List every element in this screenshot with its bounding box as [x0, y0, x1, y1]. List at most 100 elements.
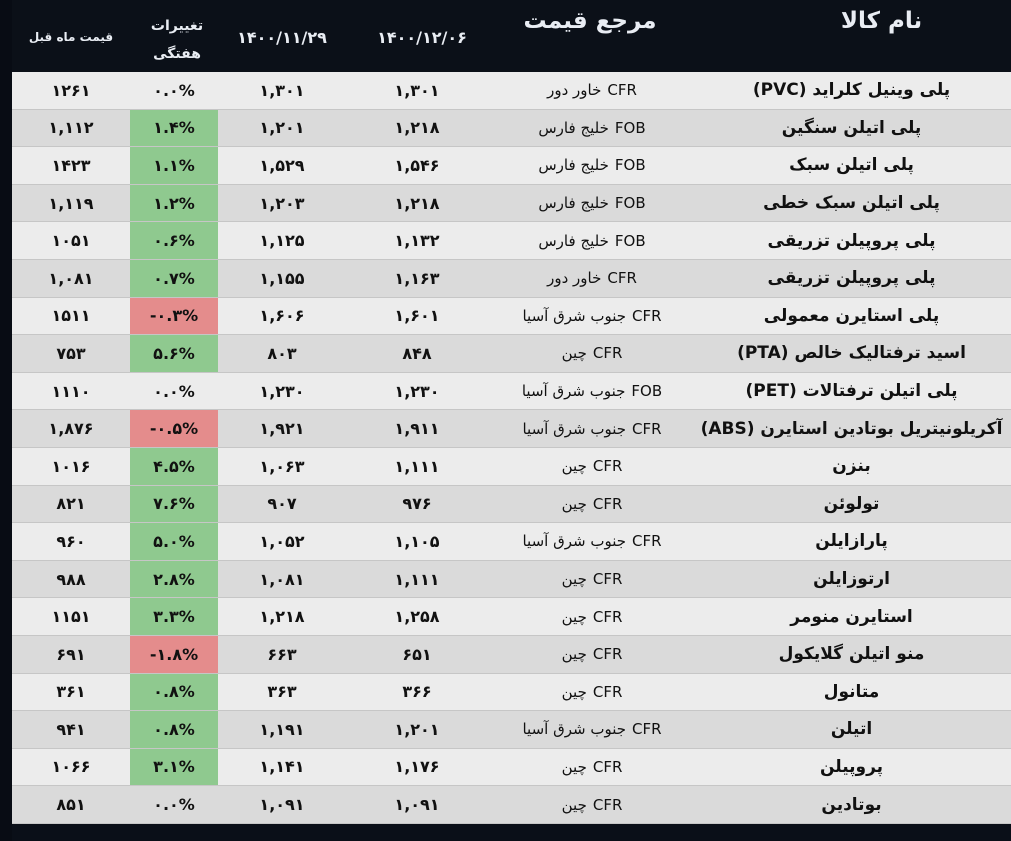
- price-previous-month: ۱,۱۱۹: [48, 193, 94, 213]
- weekly-change: ۳.۳%: [130, 598, 218, 635]
- table-row: بوتادین چین CFR ۱,۰۹۱ ۱,۰۹۱ ۰.۰% ۸۵۱: [12, 786, 1011, 824]
- price-reference: خلیج فارس FOB: [472, 185, 712, 222]
- reference-market: جنوب شرق آسیا: [522, 419, 626, 438]
- table-row: پلی اتیلن سنگین خلیج فارس FOB ۱,۲۱۸ ۱,۲۰۱ ۱.۴…: [12, 109, 1011, 148]
- price-current: ۱,۰۹۱: [394, 795, 440, 815]
- price-previous-month: ۹۶۰: [56, 531, 86, 551]
- price-reference: چین CFR: [472, 448, 712, 485]
- trade-term: CFR: [632, 419, 662, 438]
- price-previous-week: ۱,۰۹۱: [259, 795, 305, 815]
- price-previous-month: ۱۰۵۱: [51, 231, 91, 251]
- table-row: استایرن منومر چین CFR ۱,۲۵۸ ۱,۲۱۸ ۳.۳% ۱۱۵۱: [12, 598, 1011, 636]
- price-current: ۱,۲۱۸: [394, 193, 440, 213]
- weekly-change: ۷.۶%: [130, 485, 218, 523]
- trade-term: FOB: [614, 194, 646, 213]
- price-previous-week: ۱,۱۵۵: [259, 268, 305, 288]
- price-reference: جنوب شرق آسیا FOB: [472, 373, 712, 410]
- price-previous-week: ۱,۱۲۵: [259, 231, 305, 251]
- product-name: بنزن: [832, 456, 871, 477]
- price-current: ۱,۹۱۱: [394, 419, 440, 439]
- price-reference: جنوب شرق آسیا CFR: [472, 523, 712, 560]
- trade-term: FOB: [631, 382, 663, 401]
- trade-term: CFR: [592, 494, 623, 513]
- price-previous-month: ۳۶۱: [56, 682, 86, 702]
- product-name: اتیلن: [830, 719, 873, 740]
- price-reference: چین CFR: [472, 786, 712, 823]
- price-previous-month: ۱۵۱۱: [51, 306, 91, 326]
- trade-term: CFR: [632, 720, 662, 739]
- price-reference: جنوب شرق آسیا CFR: [472, 298, 712, 335]
- price-previous-month: ۱۱۵۱: [51, 607, 91, 627]
- table-row: پارازایلن جنوب شرق آسیا CFR ۱,۱۰۵ ۱,۰۵۲ ۵.۰% ۹…: [12, 523, 1011, 561]
- reference-market: جنوب شرق آسیا: [521, 382, 626, 401]
- price-previous-month: ۹۸۸: [56, 569, 86, 589]
- price-previous-week: ۱,۵۲۹: [259, 155, 305, 175]
- price-previous-week: ۱,۳۰۱: [259, 80, 305, 100]
- product-name: پارازایلن: [815, 531, 888, 552]
- trade-term: FOB: [614, 231, 646, 250]
- trade-term: CFR: [592, 795, 623, 814]
- price-previous-week: ۱,۰۵۲: [259, 531, 305, 551]
- price-previous-week: ۸۰۳: [267, 343, 297, 363]
- price-current: ۱,۱۱۱: [394, 456, 440, 476]
- product-name: پلی اتیلن سبک: [789, 155, 914, 176]
- weekly-change: ۰.۰%: [153, 80, 195, 100]
- reference-market: چین: [561, 682, 587, 701]
- product-name: پلی وینیل کلراید (PVC): [752, 80, 951, 101]
- header-weekly-change-line2: هفتگی: [153, 46, 201, 62]
- product-name: آکریلونیتریل بوتادین استایرن (ABS): [700, 418, 1003, 439]
- reference-market: چین: [561, 645, 587, 664]
- header-weekly-change-line1: تغییرات: [150, 18, 204, 34]
- header-date-current: ۱۴۰۰/۱۲/۰۶: [377, 28, 467, 47]
- weekly-change: ۰.۸%: [130, 711, 218, 748]
- price-previous-week: ۱,۲۰۳: [259, 193, 305, 213]
- price-current: ۱,۱۱۱: [394, 569, 440, 589]
- product-name: ارتوزایلن: [813, 569, 890, 590]
- price-current: ۱,۱۳۲: [394, 231, 440, 251]
- header-previous-month-price: قیمت ماه قبل: [28, 30, 114, 44]
- trade-term: CFR: [607, 81, 637, 100]
- product-name: پلی پروپیلن تزریقی: [767, 230, 936, 251]
- price-reference: چین CFR: [472, 636, 712, 673]
- reference-market: چین: [561, 570, 587, 589]
- weekly-change: -۰.۳%: [130, 297, 218, 335]
- reference-market: خاور دور: [547, 269, 602, 288]
- price-current: ۹۷۶: [402, 494, 432, 514]
- product-name: متانول: [823, 681, 880, 702]
- trade-term: CFR: [592, 570, 623, 589]
- price-reference: خلیج فارس FOB: [472, 222, 712, 259]
- header-product-name: نام کالا: [840, 8, 923, 34]
- reference-market: جنوب شرق آسیا: [522, 720, 626, 739]
- price-previous-month: ۱۴۲۳: [51, 155, 91, 175]
- weekly-change: -۱.۸%: [130, 635, 218, 673]
- price-reference: جنوب شرق آسیا CFR: [472, 711, 712, 748]
- price-reference: چین CFR: [472, 486, 712, 523]
- header-date-previous-week: ۱۴۰۰/۱۱/۲۹: [237, 28, 327, 47]
- table-row: بنزن چین CFR ۱,۱۱۱ ۱,۰۶۳ ۴.۵% ۱۰۱۶: [12, 447, 1011, 486]
- table-row: منو اتیلن گلایکول چین CFR ۶۵۱ ۶۶۳ -۱.۸% ۶۹۱: [12, 635, 1011, 674]
- price-previous-month: ۶۹۱: [56, 644, 86, 664]
- trade-term: CFR: [592, 645, 623, 664]
- price-current: ۱,۱۶۳: [394, 268, 440, 288]
- weekly-change: ۰.۰%: [153, 381, 195, 401]
- price-previous-week: ۱,۲۱۸: [259, 607, 305, 627]
- price-current: ۱,۳۰۱: [394, 80, 440, 100]
- table-row: تولوئن چین CFR ۹۷۶ ۹۰۷ ۷.۶% ۸۲۱: [12, 485, 1011, 524]
- price-previous-week: ۳۶۳: [267, 682, 297, 702]
- weekly-change: ۱.۲%: [130, 184, 218, 222]
- table-row: پلی پروپیلن تزریقی خلیج فارس FOB ۱,۱۳۲ ۱,۱۲۵…: [12, 222, 1011, 260]
- reference-market: خلیج فارس: [538, 194, 609, 213]
- reference-market: جنوب شرق آسیا: [522, 532, 626, 551]
- table-row: پلی پروپیلن تزریقی خاور دور CFR ۱,۱۶۳ ۱,۱۵۵ ۰…: [12, 259, 1011, 298]
- table-row: ارتوزایلن چین CFR ۱,۱۱۱ ۱,۰۸۱ ۲.۸% ۹۸۸: [12, 560, 1011, 599]
- price-previous-month: ۱۰۱۶: [51, 456, 91, 476]
- price-previous-month: ۱۰۶۶: [51, 757, 91, 777]
- trade-term: CFR: [592, 757, 623, 776]
- trade-term: CFR: [592, 457, 623, 476]
- product-name: تولوئن: [823, 493, 880, 514]
- price-reference: چین CFR: [472, 561, 712, 598]
- weekly-change: ۵.۶%: [130, 335, 218, 372]
- trade-term: FOB: [614, 156, 646, 175]
- price-current: ۱,۲۵۸: [394, 607, 440, 627]
- price-current: ۱,۲۰۱: [394, 719, 440, 739]
